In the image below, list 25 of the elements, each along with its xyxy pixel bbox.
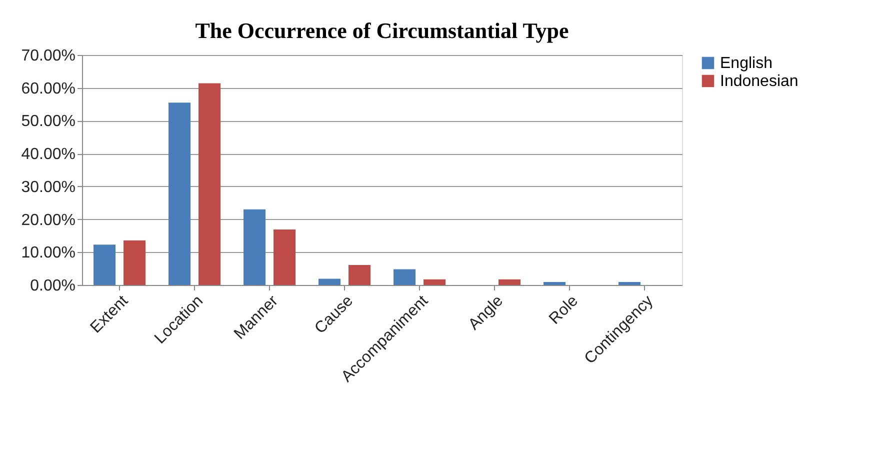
bar bbox=[394, 269, 416, 285]
chart-title: The Occurrence of Circumstantial Type bbox=[195, 18, 570, 43]
bar bbox=[274, 229, 296, 285]
y-tick-label: 30.00% bbox=[21, 178, 76, 196]
bar bbox=[348, 264, 370, 285]
bar bbox=[544, 282, 566, 285]
bar bbox=[94, 244, 116, 285]
bar bbox=[318, 278, 340, 285]
bar bbox=[198, 83, 220, 285]
y-tick-label: 40.00% bbox=[21, 146, 76, 164]
bar bbox=[618, 282, 640, 285]
bar bbox=[498, 279, 520, 285]
x-tick-label: Role bbox=[546, 292, 582, 328]
bar bbox=[124, 240, 146, 285]
y-tick-label: 70.00% bbox=[21, 48, 76, 64]
legend-label: Indonesian bbox=[720, 73, 798, 90]
y-tick-label: 0.00% bbox=[30, 278, 76, 294]
bar bbox=[244, 209, 266, 285]
bar bbox=[168, 102, 190, 285]
y-tick-label: 20.00% bbox=[21, 212, 76, 229]
y-tick-label: 60.00% bbox=[21, 80, 76, 98]
bar bbox=[424, 279, 446, 285]
y-tick-label: 50.00% bbox=[21, 113, 76, 130]
legend-label: English bbox=[720, 55, 772, 72]
y-tick-label: 10.00% bbox=[21, 244, 76, 262]
